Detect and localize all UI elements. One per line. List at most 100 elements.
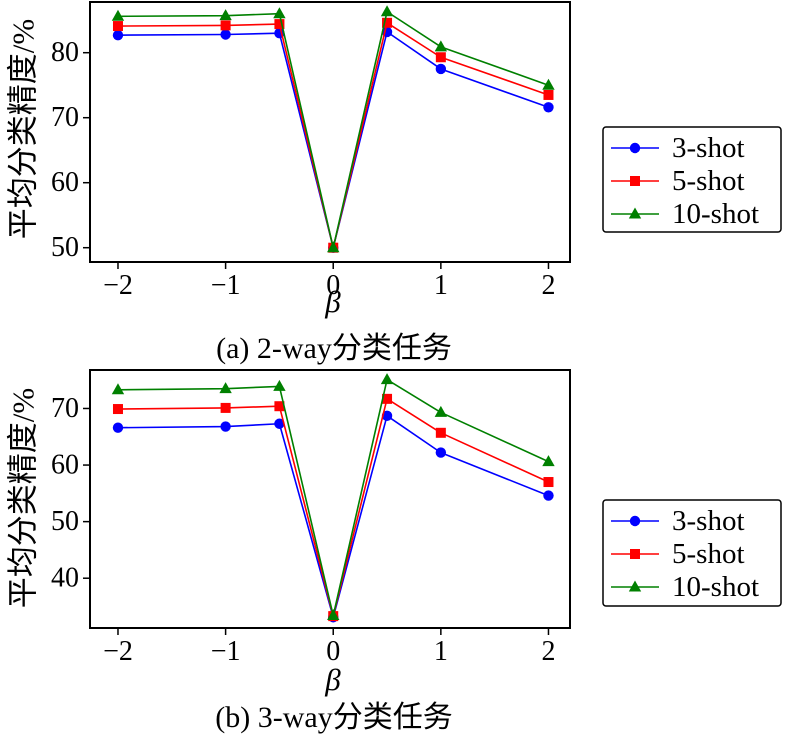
data-point-3-shot <box>112 29 124 41</box>
data-point-5-shot <box>435 427 446 438</box>
legend-label: 3-shot <box>672 132 745 164</box>
data-point-5-shot <box>435 52 446 63</box>
x-tick-label: 0 <box>326 636 340 667</box>
legend-label: 5-shot <box>672 165 745 197</box>
data-point-5-shot <box>543 477 554 488</box>
data-point-10-shot <box>380 5 394 17</box>
data-point-10-shot <box>273 7 286 19</box>
series-3-shot <box>112 26 554 253</box>
data-point-10-shot <box>327 609 340 621</box>
y-tick-label: 40 <box>51 563 79 594</box>
legend-label: 5-shot <box>672 538 745 570</box>
x-tick-label: 2 <box>541 636 555 667</box>
y-tick-label: 70 <box>51 102 79 133</box>
legend-marker <box>628 580 642 592</box>
series-5-shot <box>112 17 554 253</box>
data-point-3-shot <box>381 410 393 422</box>
data-point-3-shot <box>435 447 447 458</box>
x-axis-label: β <box>324 662 341 697</box>
y-axis-label: 平均分类精度/% <box>6 19 41 239</box>
y-tick-label: 50 <box>51 232 79 263</box>
data-point-5-shot <box>112 21 123 32</box>
data-point-10-shot <box>434 40 448 52</box>
plot-frame <box>89 369 571 629</box>
x-tick-label: 0 <box>326 270 340 301</box>
series-10-shot <box>111 373 555 621</box>
series-line-3-shot <box>117 31 549 249</box>
data-point-3-shot <box>543 102 554 113</box>
legend-entry-5-shot: 5-shot <box>611 165 745 197</box>
x-axis-label: β <box>324 284 341 319</box>
data-point-10-shot <box>273 379 286 391</box>
legend-frame <box>602 126 782 233</box>
legend-frame <box>602 499 782 607</box>
y-tick-label: 80 <box>51 37 79 68</box>
x-tick-label: −2 <box>103 270 133 301</box>
plot-frame <box>89 1 571 263</box>
data-point-10-shot <box>111 9 125 21</box>
legend-label: 10-shot <box>672 198 759 230</box>
data-point-10-shot <box>327 241 340 253</box>
chart-panel-a: 平均分类精度/% β (a) 2-way分类任务 −2 −1 0 1 2 50 60 70 80… <box>6 1 782 365</box>
panel-caption: (a) 2-way分类任务 <box>216 332 452 365</box>
data-point-10-shot <box>542 78 555 90</box>
data-point-3-shot <box>274 418 285 429</box>
data-point-10-shot <box>434 405 448 417</box>
data-point-5-shot <box>220 402 231 413</box>
legend-entry-3-shot: 3-shot <box>611 132 745 164</box>
legend-marker <box>629 142 641 154</box>
series-line-10-shot <box>117 378 549 617</box>
y-tick-label: 70 <box>51 393 79 424</box>
x-tick-label: −1 <box>211 636 241 667</box>
y-tick-label: 60 <box>51 450 79 481</box>
data-point-5-shot <box>112 404 123 415</box>
series-line-3-shot <box>117 415 549 619</box>
legend-label: 3-shot <box>672 505 745 537</box>
y-tick-label: 50 <box>51 506 79 537</box>
legend-marker <box>630 549 640 559</box>
data-point-10-shot <box>219 9 232 21</box>
data-point-5-shot <box>382 17 393 28</box>
data-point-5-shot <box>382 393 393 404</box>
legend-label: 10-shot <box>672 571 759 603</box>
legend-entry-10-shot: 10-shot <box>611 198 759 230</box>
series-5-shot <box>112 393 554 622</box>
plot-area: −2 −1 0 1 2 40 50 60 70 <box>51 369 571 667</box>
legend-entry-3-shot: 3-shot <box>611 505 745 537</box>
legend-entry-5-shot: 5-shot <box>611 538 745 570</box>
series-10-shot <box>111 5 555 253</box>
plot-area: −2 −1 0 1 2 50 60 70 80 <box>51 1 571 301</box>
x-tick-label: 2 <box>541 270 555 301</box>
legend-marker <box>629 515 641 527</box>
x-tick-label: 1 <box>434 636 448 667</box>
data-point-5-shot <box>220 20 231 31</box>
data-point-10-shot <box>380 373 394 385</box>
data-point-5-shot <box>543 89 554 100</box>
y-tick-label: 60 <box>51 167 79 198</box>
legend-marker <box>628 207 642 219</box>
data-point-5-shot <box>274 19 285 30</box>
data-point-3-shot <box>220 29 231 40</box>
series-3-shot <box>112 410 554 623</box>
data-point-3-shot <box>112 422 124 433</box>
x-tick-label: −1 <box>211 270 241 301</box>
series-line-10-shot <box>117 10 549 249</box>
x-tick-label: 1 <box>434 270 448 301</box>
data-point-10-shot <box>542 455 555 467</box>
chart-panel-b: 平均分类精度/% β (b) 3-way分类任务 −2 −1 0 1 2 40 50 60 70… <box>6 369 782 734</box>
data-point-5-shot <box>274 401 285 412</box>
data-point-10-shot <box>219 382 232 394</box>
y-axis-label: 平均分类精度/% <box>6 388 41 608</box>
data-point-3-shot <box>543 490 554 501</box>
legend-marker <box>630 176 640 186</box>
legend-entry-10-shot: 10-shot <box>611 571 759 603</box>
data-point-3-shot <box>220 421 231 432</box>
data-point-10-shot <box>111 383 125 395</box>
x-tick-label: −2 <box>103 636 133 667</box>
panel-caption: (b) 3-way分类任务 <box>215 701 452 734</box>
series-line-5-shot <box>117 21 549 249</box>
data-point-3-shot <box>435 63 447 75</box>
